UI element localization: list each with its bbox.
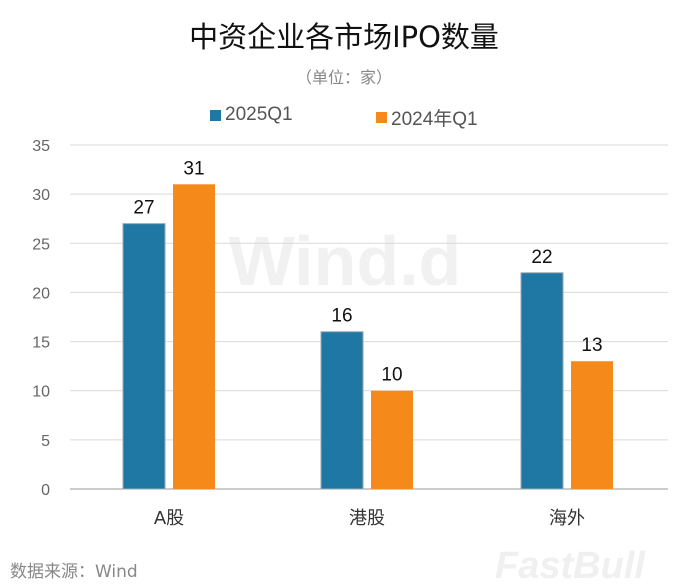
y-tick-label: 30 bbox=[32, 187, 50, 204]
y-tick-label: 5 bbox=[41, 433, 50, 450]
bar-2024q1 bbox=[571, 361, 613, 489]
legend-label: 2024年Q1 bbox=[391, 109, 478, 130]
bar-2025q1 bbox=[520, 272, 564, 490]
legend-item-2024q1: 2024年Q1 bbox=[376, 104, 478, 131]
bar-2025q1 bbox=[320, 331, 364, 490]
data-label: 16 bbox=[331, 306, 352, 327]
x-tick-label: A股 bbox=[154, 508, 184, 529]
data-label: 27 bbox=[133, 198, 154, 219]
watermark-fastbull: FastBull bbox=[495, 545, 646, 584]
data-label: 31 bbox=[183, 158, 204, 179]
x-tick-label: 港股 bbox=[349, 508, 385, 529]
x-tick-label: 海外 bbox=[549, 508, 585, 529]
data-label: 13 bbox=[581, 335, 602, 356]
bar-2025q1 bbox=[122, 223, 166, 490]
legend-swatch-2024q1 bbox=[376, 112, 387, 123]
data-label: 22 bbox=[531, 247, 552, 268]
bar-2024q1 bbox=[173, 184, 215, 490]
chart-title: 中资企业各市场IPO数量 bbox=[189, 20, 499, 54]
y-tick-label: 15 bbox=[32, 335, 50, 352]
y-tick-label: 20 bbox=[32, 285, 50, 302]
y-tick-label: 35 bbox=[32, 138, 50, 155]
watermark-wind: Wind.d bbox=[229, 222, 462, 300]
source-note: 数据来源：Wind bbox=[10, 562, 138, 582]
y-tick-label: 25 bbox=[32, 236, 50, 253]
chart-subtitle: （单位：家） bbox=[295, 68, 392, 87]
legend-label: 2025Q1 bbox=[225, 104, 293, 125]
y-tick-label: 10 bbox=[32, 384, 50, 401]
y-tick-label: 0 bbox=[41, 482, 50, 499]
bar-2024q1 bbox=[371, 390, 413, 489]
legend-swatch-2025q1 bbox=[210, 109, 221, 121]
data-label: 10 bbox=[381, 365, 402, 386]
legend-item-2025q1: 2025Q1 bbox=[210, 104, 293, 126]
